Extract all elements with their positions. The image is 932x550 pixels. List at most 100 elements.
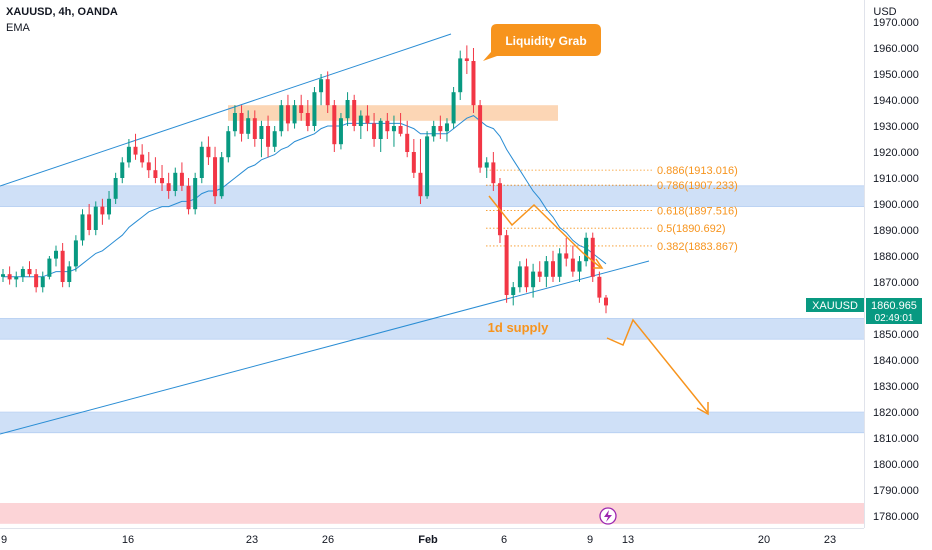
candle[interactable] (133, 133, 138, 160)
candle[interactable] (173, 167, 178, 197)
candle[interactable] (299, 94, 304, 121)
candle[interactable] (590, 232, 595, 282)
candle[interactable] (511, 282, 516, 306)
candle[interactable] (113, 172, 118, 204)
candle[interactable] (140, 144, 145, 168)
candle[interactable] (517, 261, 522, 293)
candle[interactable] (239, 105, 244, 142)
candle[interactable] (584, 232, 589, 267)
candle[interactable] (40, 271, 45, 293)
candle[interactable] (179, 162, 184, 191)
candle[interactable] (372, 113, 377, 147)
candle[interactable] (365, 105, 370, 132)
candle[interactable] (47, 256, 52, 280)
orange-path-arrow[interactable] (488, 195, 601, 268)
demand-zone-1[interactable] (0, 318, 864, 340)
candle[interactable] (80, 209, 85, 246)
candle[interactable] (550, 250, 555, 282)
demand-zone-2[interactable] (0, 412, 864, 433)
candle[interactable] (564, 237, 569, 267)
candle[interactable] (544, 256, 549, 288)
candle[interactable] (146, 152, 151, 178)
candle[interactable] (292, 100, 297, 129)
candle[interactable] (93, 201, 98, 236)
candle[interactable] (345, 92, 350, 126)
candle[interactable] (319, 74, 324, 106)
candle[interactable] (27, 261, 32, 277)
candle[interactable] (246, 110, 251, 139)
candle[interactable] (358, 110, 363, 139)
last-price-badge[interactable]: XAUUSD 1860.965 02:49:01 (806, 298, 922, 324)
candle[interactable] (1, 269, 5, 282)
candle[interactable] (570, 245, 575, 277)
candle[interactable] (54, 245, 59, 267)
candle[interactable] (451, 87, 456, 129)
candle[interactable] (14, 271, 19, 288)
candle[interactable] (597, 271, 602, 303)
candle[interactable] (577, 256, 582, 282)
channel-lower-trendline[interactable] (0, 260, 650, 435)
candle[interactable] (153, 157, 158, 184)
candle[interactable] (193, 172, 198, 215)
candle[interactable] (285, 94, 290, 132)
candle[interactable] (471, 48, 476, 113)
candle[interactable] (206, 136, 211, 165)
candle[interactable] (67, 261, 72, 288)
channel-upper-trendline[interactable] (0, 33, 452, 187)
candle[interactable] (107, 191, 112, 220)
candle[interactable] (604, 295, 608, 314)
candle[interactable] (252, 110, 257, 147)
candle[interactable] (458, 50, 463, 100)
candle[interactable] (160, 165, 165, 191)
candle[interactable] (272, 126, 277, 152)
candle[interactable] (352, 94, 357, 132)
candle[interactable] (438, 115, 443, 139)
candle[interactable] (73, 235, 78, 272)
candle[interactable] (120, 157, 125, 184)
candle[interactable] (186, 178, 191, 215)
candle[interactable] (504, 230, 509, 303)
candle[interactable] (20, 266, 25, 282)
candle[interactable] (405, 120, 410, 158)
candle[interactable] (425, 131, 430, 199)
candle[interactable] (411, 139, 416, 178)
candle[interactable] (100, 198, 105, 225)
candle[interactable] (226, 126, 231, 163)
candle[interactable] (7, 266, 12, 285)
candle[interactable] (398, 113, 403, 137)
candle[interactable] (305, 100, 310, 132)
candle[interactable] (332, 100, 337, 152)
candle[interactable] (219, 152, 224, 199)
candle[interactable] (232, 105, 237, 137)
candle[interactable] (199, 141, 204, 184)
candle[interactable] (385, 113, 390, 139)
candle[interactable] (557, 248, 562, 282)
lightning-icon[interactable] (599, 507, 617, 525)
candle[interactable] (312, 87, 317, 132)
candle[interactable] (279, 100, 284, 137)
candle[interactable] (391, 115, 396, 147)
candle[interactable] (325, 71, 330, 113)
candle[interactable] (213, 146, 218, 204)
candle[interactable] (418, 139, 423, 204)
candle[interactable] (431, 120, 436, 142)
candle[interactable] (524, 258, 529, 293)
candle[interactable] (464, 45, 469, 74)
candle[interactable] (531, 263, 536, 298)
candle[interactable] (478, 100, 483, 173)
candle[interactable] (484, 157, 489, 178)
candle[interactable] (259, 120, 264, 158)
candle[interactable] (338, 113, 343, 150)
projection-arrow[interactable] (606, 318, 709, 414)
red-zone[interactable] (0, 503, 864, 524)
candle[interactable] (378, 118, 383, 152)
candle[interactable] (537, 261, 542, 282)
candle[interactable] (60, 243, 65, 288)
candle[interactable] (266, 115, 271, 158)
candle[interactable] (126, 139, 131, 168)
liquidity-grab-callout[interactable]: Liquidity Grab (483, 24, 601, 61)
candle[interactable] (166, 172, 171, 199)
candle[interactable] (444, 118, 449, 142)
candle[interactable] (34, 269, 39, 293)
